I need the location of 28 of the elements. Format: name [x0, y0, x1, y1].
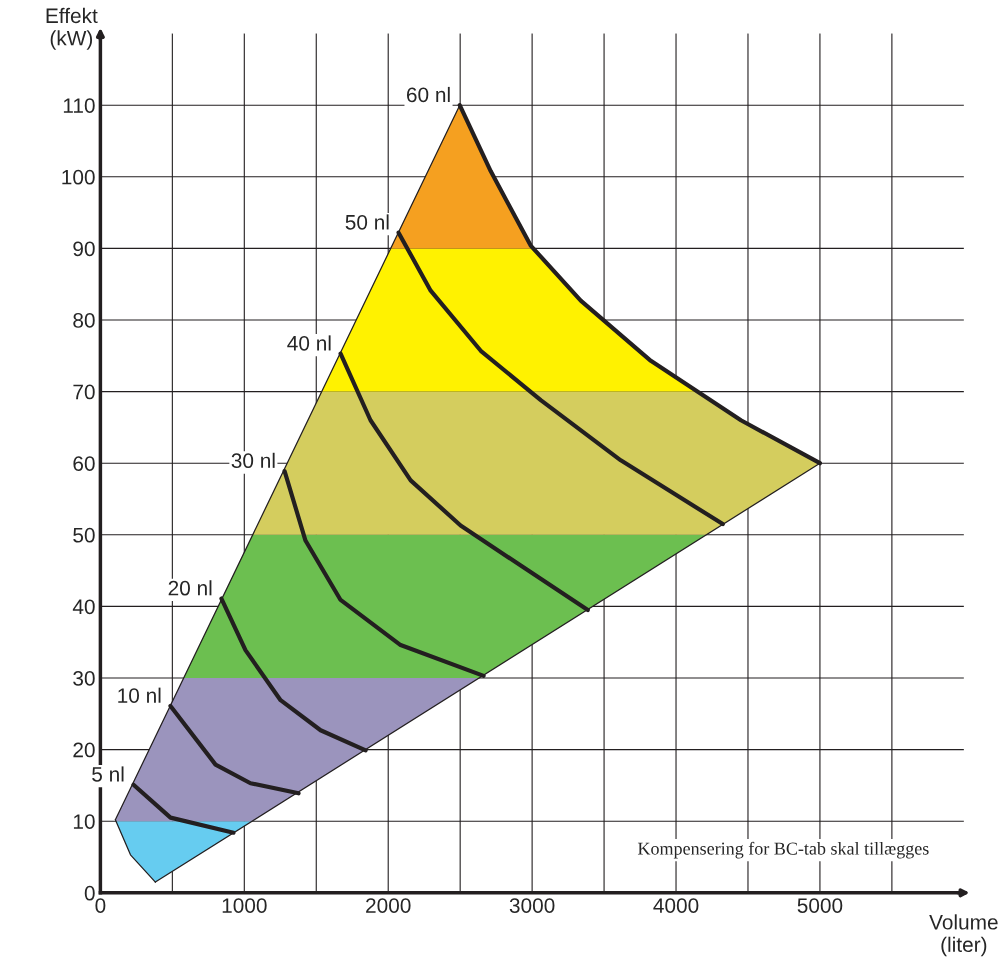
y-tick-label: 90 [73, 241, 95, 257]
x-tick-label: 1000 [222, 898, 267, 913]
x-axis-title: Volume (liter) [929, 914, 998, 957]
y-tick-label: 40 [72, 599, 95, 615]
y-tick-label: 0 [84, 885, 95, 901]
y-tick-label: 30 [73, 671, 95, 686]
y-tick-label: 70 [73, 384, 95, 400]
y-axis-title: Effekt (kW) [46, 7, 98, 50]
series-label: 40 nl [287, 335, 331, 351]
series-label: 30 nl [231, 452, 275, 469]
y-tick-label: 110 [63, 98, 95, 113]
series-label: 60 nl [406, 86, 450, 103]
x-tick-label: 0 [95, 898, 106, 913]
annotation: Kompensering for BC-tab skal tillægges [637, 841, 929, 859]
y-tick-label: 60 [73, 456, 95, 471]
series-label: 5 nl [92, 766, 124, 782]
y-tick-label: 100 [62, 169, 95, 185]
series-label: 20 nl [168, 580, 212, 596]
x-tick-label: 5000 [797, 898, 843, 913]
y-tick-label: 80 [73, 313, 95, 328]
y-tick-label: 10 [73, 814, 95, 829]
y-tick-label: 20 [73, 742, 95, 758]
series-label: 10 nl [118, 687, 161, 703]
y-tick-label: 50 [73, 527, 95, 543]
x-tick-label: 3000 [509, 898, 555, 913]
series-label: 50 nl [345, 214, 389, 230]
x-tick-label: 2000 [366, 898, 411, 913]
x-tick-label: 4000 [653, 898, 699, 913]
